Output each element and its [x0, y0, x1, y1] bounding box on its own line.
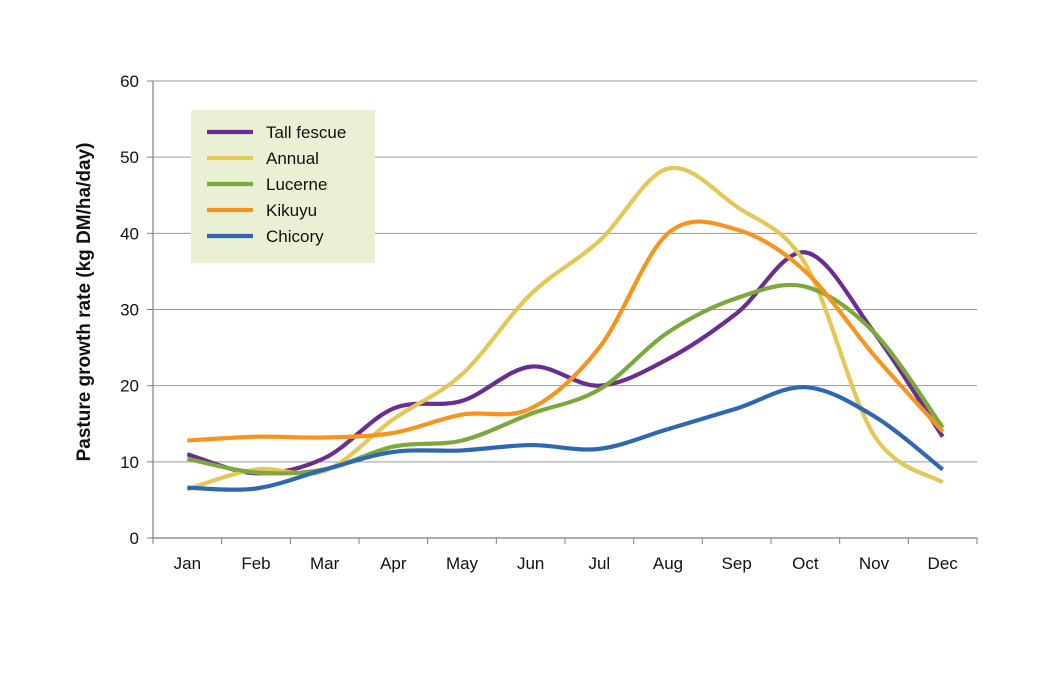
x-tick-labels: Jan Feb Mar Apr May Jun Jul Aug Sep Oct Nov Dec	[174, 554, 959, 573]
x-tick-label: Jan	[174, 554, 201, 573]
y-tick-labels: 0 10 20 30 40 50 60	[120, 72, 139, 548]
x-tick-label: Oct	[792, 554, 819, 573]
y-axis-title: Pasture growth rate (kg DM/ha/day)	[74, 143, 95, 462]
x-tick-label: Jun	[517, 554, 544, 573]
y-tick-label: 20	[120, 377, 139, 396]
series-line-tall-fescue	[186, 250, 945, 476]
x-tick-label: Feb	[241, 554, 270, 573]
legend-label-lucerne: Lucerne	[266, 175, 327, 194]
y-tick-label: 40	[120, 224, 139, 243]
series-line-kikuyu	[187, 219, 945, 443]
legend-label-chicory: Chicory	[266, 227, 324, 246]
x-tick-label: Aug	[653, 554, 683, 573]
y-tick-label: 50	[120, 148, 139, 167]
x-tick-label: Nov	[859, 554, 890, 573]
series-lines	[186, 165, 945, 492]
axes	[147, 80, 978, 544]
x-tick-label: Sep	[722, 554, 752, 573]
legend-label-kikuyu: Kikuyu	[266, 201, 317, 220]
y-tick-label: 10	[120, 453, 139, 472]
y-tick-label: 30	[120, 301, 139, 320]
series-line-lucerne	[186, 282, 945, 476]
x-tick-label: May	[446, 554, 479, 573]
x-tick-label: Jul	[588, 554, 610, 573]
legend: Tall fescue Annual Lucerne Kikuyu Chicory	[191, 110, 375, 263]
legend-label-tall-fescue: Tall fescue	[266, 123, 346, 142]
series-line-chicory	[187, 385, 944, 492]
y-tick-label: 60	[120, 72, 139, 91]
y-tick-label: 0	[130, 529, 139, 548]
x-tick-label: Mar	[310, 554, 340, 573]
x-tick-label: Dec	[928, 554, 959, 573]
x-tick-label: Apr	[380, 554, 407, 573]
legend-label-annual: Annual	[266, 149, 319, 168]
